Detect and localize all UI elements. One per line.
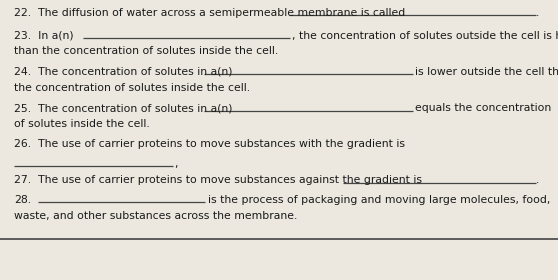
- Text: 27.  The use of carrier proteins to move substances against the gradient is: 27. The use of carrier proteins to move …: [14, 175, 422, 185]
- Text: 26.  The use of carrier proteins to move substances with the gradient is: 26. The use of carrier proteins to move …: [14, 139, 405, 149]
- Text: than the concentration of solutes inside the cell.: than the concentration of solutes inside…: [14, 46, 278, 56]
- Text: is the process of packaging and moving large molecules, food,: is the process of packaging and moving l…: [208, 195, 550, 205]
- Text: 23.  In a(n): 23. In a(n): [14, 31, 74, 41]
- Text: of solutes inside the cell.: of solutes inside the cell.: [14, 119, 150, 129]
- Text: the concentration of solutes inside the cell.: the concentration of solutes inside the …: [14, 83, 250, 93]
- Text: 25.  The concentration of solutes in a(n): 25. The concentration of solutes in a(n): [14, 103, 233, 113]
- Text: is lower outside the cell than: is lower outside the cell than: [415, 67, 558, 77]
- Text: 24.  The concentration of solutes in a(n): 24. The concentration of solutes in a(n): [14, 67, 233, 77]
- Text: equals the concentration: equals the concentration: [415, 103, 551, 113]
- Text: 28.: 28.: [14, 195, 31, 205]
- Text: .: .: [536, 175, 539, 185]
- Text: ,: ,: [174, 158, 177, 169]
- Text: .: .: [536, 8, 539, 18]
- Text: 22.  The diffusion of water across a semipermeable membrane is called: 22. The diffusion of water across a semi…: [14, 8, 405, 18]
- Text: , the concentration of solutes outside the cell is higher: , the concentration of solutes outside t…: [292, 31, 558, 41]
- Text: waste, and other substances across the membrane.: waste, and other substances across the m…: [14, 211, 297, 221]
